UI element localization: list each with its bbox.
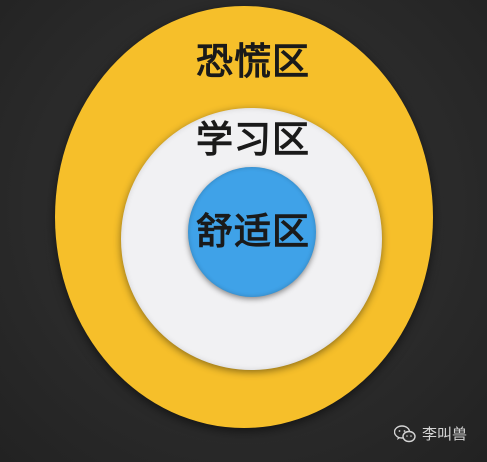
comfort-zone-circle	[188, 167, 316, 297]
watermark-text: 李叫兽	[421, 425, 467, 443]
learning-zone-label: 学习区	[196, 118, 310, 161]
watermark: 李叫兽	[393, 423, 467, 444]
panic-zone-label: 恐慌区	[196, 40, 310, 83]
wechat-icon	[393, 424, 416, 443]
comfort-zone-label: 舒适区	[196, 210, 310, 253]
